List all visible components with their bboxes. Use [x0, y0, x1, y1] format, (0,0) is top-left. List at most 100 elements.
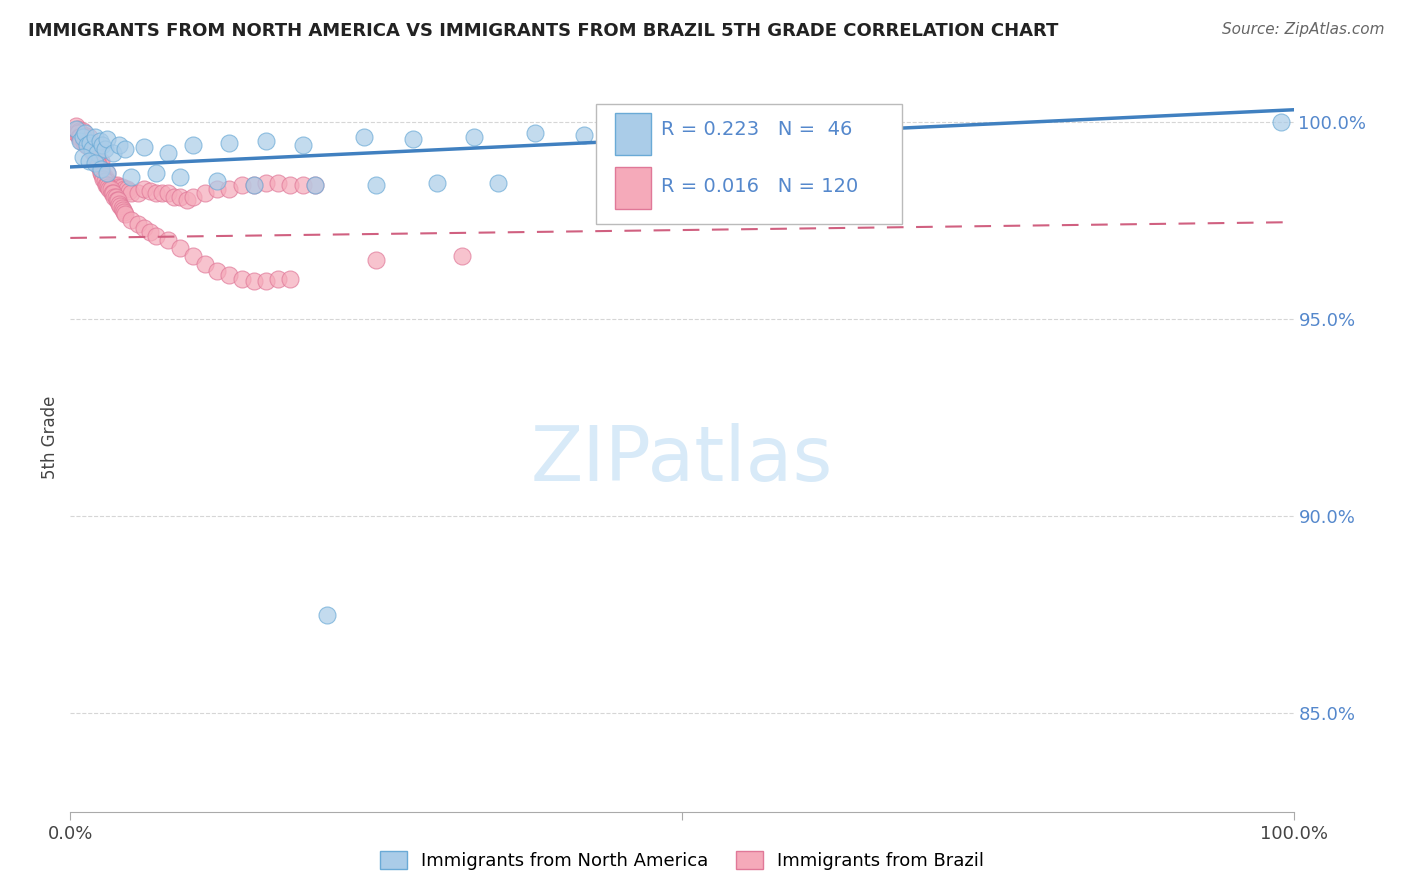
Point — [79, 140, 101, 154]
Point — [267, 176, 290, 190]
Point — [205, 174, 228, 188]
Text: ZIPatlas: ZIPatlas — [530, 423, 834, 497]
Point — [254, 274, 277, 288]
Point — [254, 134, 277, 148]
Point — [524, 127, 547, 141]
Point — [77, 136, 100, 151]
Point — [254, 176, 277, 190]
Point — [169, 241, 191, 255]
Point — [77, 138, 100, 153]
Point — [72, 130, 94, 145]
Point — [218, 268, 240, 283]
Point — [86, 152, 108, 166]
Point — [194, 256, 217, 270]
Point — [101, 178, 124, 192]
Point — [75, 134, 97, 148]
Point — [90, 166, 112, 180]
Point — [101, 186, 124, 200]
Point — [145, 229, 167, 244]
Point — [91, 138, 114, 153]
Point — [84, 150, 107, 164]
Point — [1270, 114, 1292, 128]
Point — [90, 161, 112, 176]
Point — [72, 130, 94, 145]
Point — [73, 128, 96, 143]
Point — [103, 178, 125, 192]
Point — [132, 221, 155, 235]
Legend: Immigrants from North America, Immigrants from Brazil: Immigrants from North America, Immigrant… — [380, 851, 984, 870]
Point — [80, 142, 103, 156]
Point — [634, 124, 657, 138]
Point — [89, 156, 111, 170]
Point — [218, 136, 240, 151]
FancyBboxPatch shape — [614, 168, 651, 209]
Point — [65, 122, 87, 136]
Point — [100, 181, 122, 195]
Point — [366, 252, 388, 267]
Point — [111, 202, 134, 216]
Point — [150, 186, 173, 200]
Point — [181, 189, 204, 203]
Point — [98, 181, 121, 195]
Point — [145, 186, 167, 200]
Point — [304, 178, 326, 192]
Point — [104, 189, 127, 203]
Point — [194, 186, 217, 200]
Y-axis label: 5th Grade: 5th Grade — [41, 395, 59, 479]
Point — [75, 138, 97, 153]
Point — [304, 178, 326, 193]
Point — [181, 138, 204, 153]
Point — [94, 178, 117, 192]
Point — [108, 179, 131, 194]
Point — [111, 203, 134, 218]
Point — [90, 161, 112, 176]
Point — [114, 207, 136, 221]
Point — [82, 142, 104, 156]
Point — [89, 134, 111, 148]
Text: Source: ZipAtlas.com: Source: ZipAtlas.com — [1222, 22, 1385, 37]
Point — [176, 194, 198, 208]
Point — [105, 194, 128, 208]
Point — [572, 128, 595, 143]
Point — [82, 144, 104, 158]
Point — [83, 142, 105, 156]
Point — [80, 138, 103, 153]
Point — [145, 166, 167, 180]
Point — [65, 127, 87, 141]
Point — [121, 186, 143, 200]
Point — [83, 156, 105, 170]
Point — [76, 138, 98, 153]
Point — [316, 607, 339, 622]
Point — [139, 184, 162, 198]
Point — [91, 171, 114, 186]
Point — [89, 161, 111, 176]
Point — [163, 189, 186, 203]
Point — [205, 181, 228, 195]
FancyBboxPatch shape — [596, 103, 903, 224]
Point — [488, 176, 510, 190]
Point — [132, 181, 155, 195]
Point — [69, 128, 91, 143]
FancyBboxPatch shape — [614, 113, 651, 154]
Point — [67, 130, 90, 145]
Point — [79, 136, 101, 151]
Point — [132, 140, 155, 154]
Point — [70, 130, 93, 145]
Point — [105, 178, 128, 192]
Point — [108, 197, 131, 211]
Point — [84, 150, 107, 164]
Point — [93, 169, 115, 184]
Point — [96, 166, 118, 180]
Point — [243, 274, 266, 288]
Point — [205, 264, 228, 278]
Point — [66, 127, 89, 141]
Point — [87, 158, 110, 172]
Point — [93, 174, 115, 188]
Text: R = 0.223   N =  46: R = 0.223 N = 46 — [661, 120, 852, 139]
Point — [101, 146, 124, 161]
Point — [86, 154, 108, 169]
Point — [231, 272, 253, 286]
Point — [83, 146, 105, 161]
Point — [231, 178, 253, 192]
Point — [94, 171, 117, 186]
